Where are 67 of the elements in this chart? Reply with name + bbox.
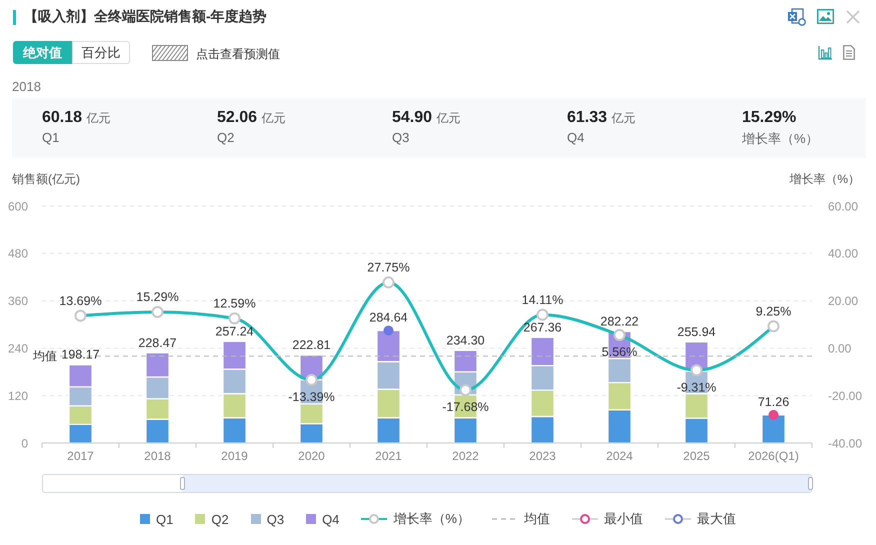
x-tick-label: 2017	[67, 449, 94, 463]
x-tick-label: 2025	[683, 449, 710, 463]
text: Q1	[42, 130, 60, 145]
y2-tick-label: -40.00	[828, 436, 862, 450]
total-label: 257.24	[215, 324, 254, 338]
total-label: 267.36	[523, 320, 562, 334]
text: 点击查看预测值	[196, 47, 280, 61]
text: 54.90 亿元	[392, 109, 460, 126]
legend-label: 最大值	[696, 510, 736, 528]
data-label: 71.26	[758, 394, 790, 409]
chart-title: 【吸入剂】全终端医院销售额-年度趋势	[24, 8, 267, 24]
legend-label: Q1	[156, 512, 174, 526]
x-tick-label: 2026(Q1)	[748, 449, 799, 463]
percentage-button: 百分比	[72, 41, 130, 64]
y2-tick-label: 0.00	[828, 341, 852, 356]
total-label: 282.22	[600, 314, 639, 329]
text: 61.33 亿元	[567, 109, 636, 126]
text: Q3	[392, 130, 410, 145]
text: 60.18 亿元	[42, 109, 110, 126]
text: 15.29%	[742, 109, 796, 126]
data-label: 12.59%	[213, 296, 256, 310]
text: Q4	[567, 130, 584, 145]
legend-label: Q4	[322, 512, 340, 526]
total-label: 255.94	[677, 324, 716, 339]
data-label: -9.31%	[676, 380, 716, 394]
y-axis-title: 销售额(亿元)	[12, 172, 80, 186]
data-label: 27.75%	[367, 260, 410, 274]
legend-label: 增长率（%）	[393, 510, 470, 528]
data-label: 14.11%	[522, 292, 564, 307]
y-tick-label: 480	[8, 246, 28, 261]
y2-tick-label: -20.00	[828, 388, 862, 403]
x-tick-label: 2023	[529, 449, 556, 463]
y2-tick-label: 20.00	[828, 294, 858, 308]
y2-tick-label: 60.00	[828, 199, 858, 214]
y2-tick-label: 40.00	[828, 246, 858, 261]
data-label: 15.29%	[136, 290, 179, 304]
data-label: -13.39%	[288, 390, 335, 404]
text: Q2	[217, 130, 234, 145]
legend-label: 最小值	[604, 510, 643, 528]
x-tick-label: 2024	[606, 449, 634, 463]
text: 2018	[12, 79, 41, 94]
y-tick-label: 600	[8, 199, 28, 214]
legend-label: Q2	[211, 512, 229, 526]
data-label: 13.69%	[59, 294, 102, 308]
total-label: 228.47	[138, 336, 177, 350]
x-tick-label: 2022	[452, 449, 480, 463]
x-tick-label: 2020	[298, 449, 326, 463]
y-tick-label: 360	[8, 294, 28, 308]
text: 52.06 亿元	[217, 109, 286, 126]
ref-line-label: 均值	[32, 349, 57, 364]
total-label: 222.81	[292, 338, 331, 352]
x-tick-label: 2019	[221, 449, 248, 463]
y-tick-label: 240	[8, 341, 28, 356]
y2-axis-title: 增长率（%）	[789, 172, 860, 186]
y-tick-label: 0	[21, 436, 28, 450]
y-tick-label: 120	[8, 388, 28, 403]
data-label: 284.64	[369, 310, 408, 325]
x-tick-label: 2018	[144, 449, 172, 463]
text: 均值	[524, 511, 550, 526]
data-label: 9.25%	[756, 304, 792, 318]
bar	[761, 414, 786, 443]
legend-label: Q3	[266, 512, 284, 526]
absolute-value-button: 绝对值	[13, 41, 72, 64]
total-label: 234.30	[446, 333, 485, 348]
x-tick-label: 2021	[375, 449, 402, 463]
total-label: 198.17	[61, 348, 100, 362]
text: 增长率（%）	[742, 131, 819, 146]
